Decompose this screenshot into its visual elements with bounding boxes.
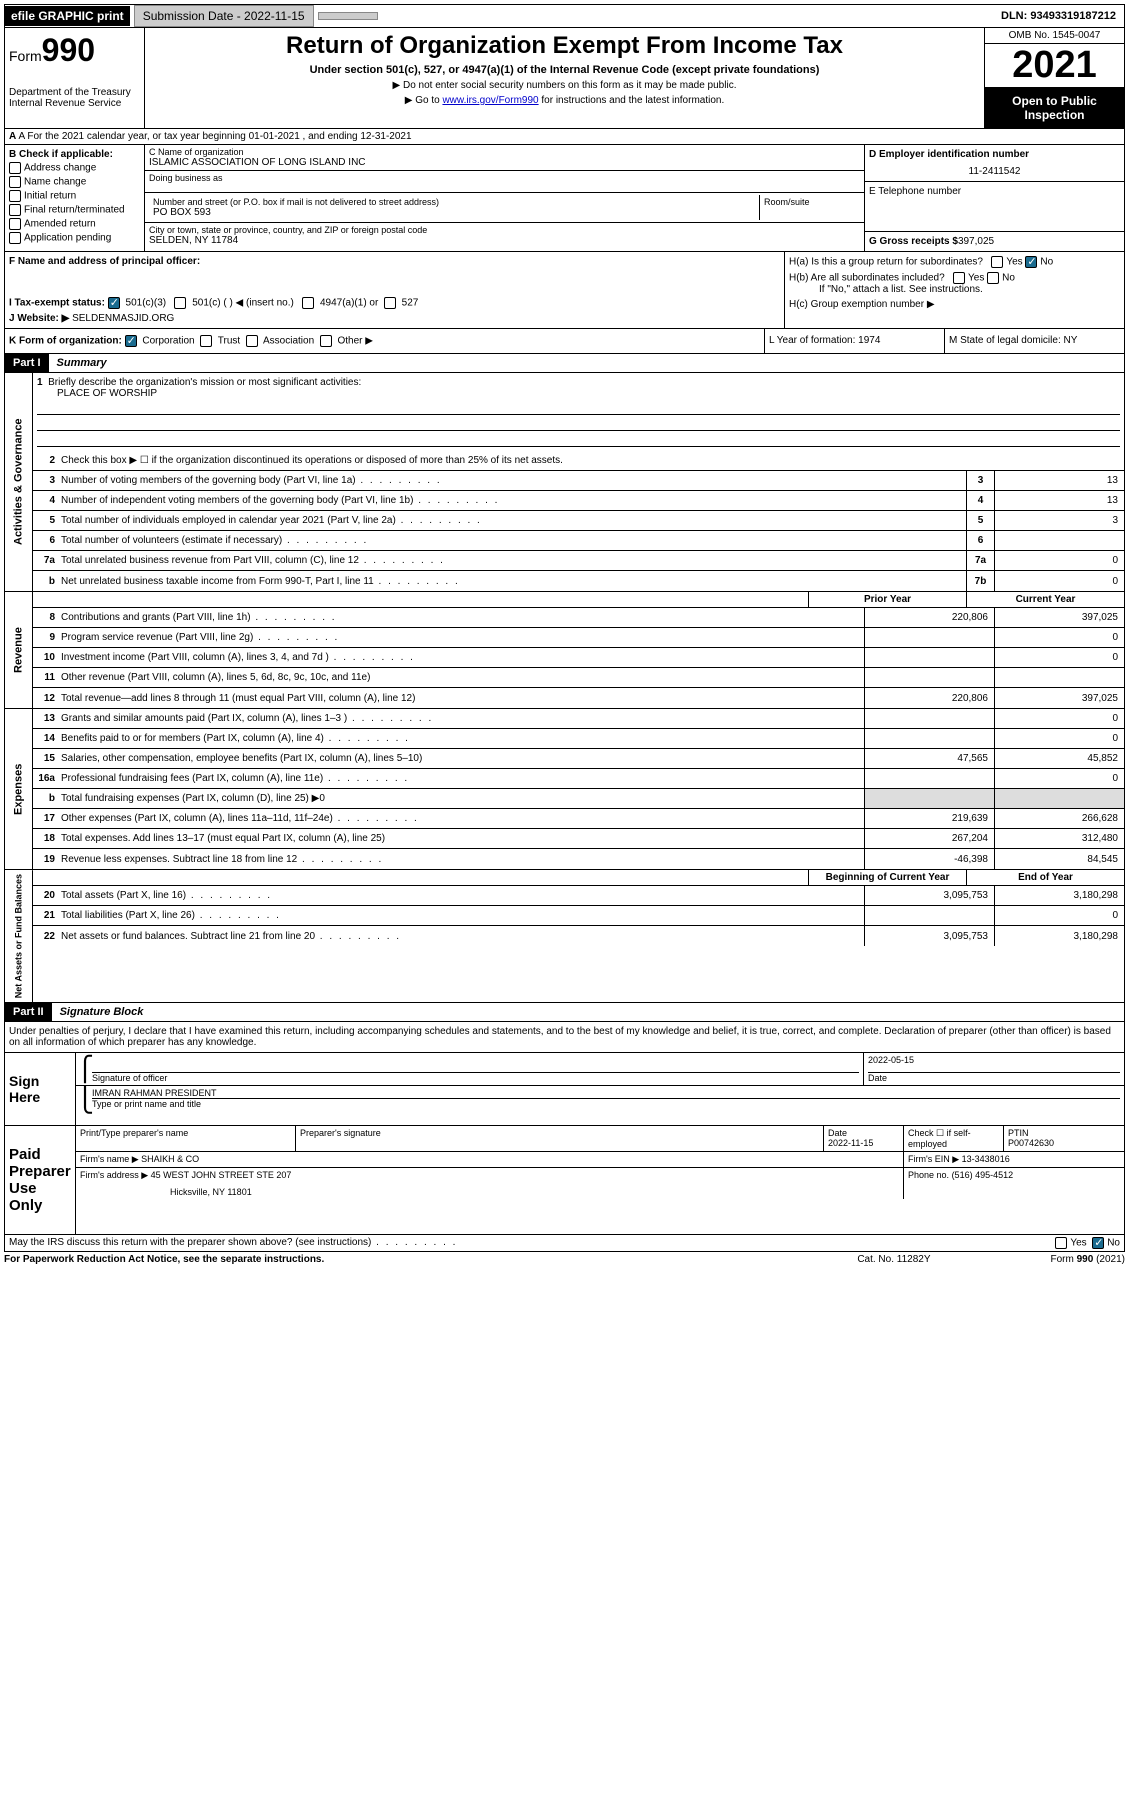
l3-value: 13	[994, 471, 1124, 490]
summary-governance: Activities & Governance 1 Briefly descri…	[4, 373, 1125, 592]
ein-value: 11-2411542	[869, 166, 1120, 177]
final-return-check[interactable]: Final return/terminated	[9, 204, 140, 216]
hb-yes[interactable]	[953, 272, 965, 284]
dept-label: Department of the Treasury Internal Reve…	[9, 87, 140, 109]
irs-discuss-row: May the IRS discuss this return with the…	[4, 1235, 1125, 1252]
summary-netassets: Net Assets or Fund Balances Beginning of…	[4, 870, 1125, 1003]
row-k: K Form of organization: Corporation Trus…	[4, 329, 1125, 354]
l7b-value: 0	[994, 571, 1124, 591]
summary-revenue: Revenue Prior YearCurrent Year 8Contribu…	[4, 592, 1125, 709]
gross-receipts: 397,025	[958, 236, 994, 247]
inspection-label: Open to Public Inspection	[985, 88, 1124, 128]
l5-value: 3	[994, 511, 1124, 530]
row-fgh: F Name and address of principal officer:…	[4, 252, 1125, 329]
part2-header: Part IISignature Block	[4, 1003, 1125, 1022]
ha-no[interactable]	[1025, 256, 1037, 268]
col-c-org-info: C Name of organization ISLAMIC ASSOCIATI…	[145, 145, 864, 251]
paid-preparer-section: Paid Preparer Use Only Print/Type prepar…	[4, 1126, 1125, 1235]
pending-check[interactable]: Application pending	[9, 232, 140, 244]
tax-year: 2021	[985, 44, 1124, 88]
irs-link[interactable]: www.irs.gov/Form990	[442, 95, 538, 106]
firm-addr1: 45 WEST JOHN STREET STE 207	[151, 1170, 292, 1180]
501c-check[interactable]	[174, 297, 186, 309]
city-state-zip: SELDEN, NY 11784	[149, 235, 860, 246]
footer: For Paperwork Reduction Act Notice, see …	[4, 1252, 1125, 1267]
hb-no[interactable]	[987, 272, 999, 284]
other-check[interactable]	[320, 335, 332, 347]
corp-check[interactable]	[125, 335, 137, 347]
summary-expenses: Expenses 13Grants and similar amounts pa…	[4, 709, 1125, 870]
website-value: SELDENMASJID.ORG	[72, 313, 174, 324]
org-name: ISLAMIC ASSOCIATION OF LONG ISLAND INC	[149, 157, 860, 168]
firm-phone: (516) 495-4512	[952, 1170, 1014, 1180]
l6-value	[994, 531, 1124, 550]
mission-text: PLACE OF WORSHIP	[57, 388, 1120, 399]
form-title: Return of Organization Exempt From Incom…	[149, 32, 980, 60]
501c3-check[interactable]	[108, 297, 120, 309]
form-header: Form990 Department of the Treasury Inter…	[4, 28, 1125, 129]
sign-date: 2022-05-15	[868, 1055, 1120, 1073]
4947-check[interactable]	[302, 297, 314, 309]
firm-name: SHAIKH & CO	[141, 1154, 199, 1164]
col-d-ein: D Employer identification number 11-2411…	[864, 145, 1124, 251]
form-subtitle: Under section 501(c), 527, or 4947(a)(1)…	[149, 64, 980, 76]
sign-here-section: Sign Here ⎧ Signature of officer 2022-05…	[4, 1053, 1125, 1126]
section-bcd: B Check if applicable: Address change Na…	[4, 145, 1125, 252]
firm-ein: 13-3438016	[962, 1154, 1010, 1164]
penalty-statement: Under penalties of perjury, I declare th…	[4, 1022, 1125, 1053]
state-domicile: M State of legal domicile: NY	[944, 329, 1124, 353]
street-address: PO BOX 593	[153, 207, 755, 218]
submission-date-button[interactable]: Submission Date - 2022-11-15	[134, 5, 314, 27]
blank-button[interactable]	[318, 12, 378, 20]
firm-addr2: Hicksville, NY 11801	[170, 1187, 899, 1197]
discuss-no[interactable]	[1092, 1237, 1104, 1249]
assoc-check[interactable]	[246, 335, 258, 347]
year-formation: L Year of formation: 1974	[764, 329, 944, 353]
efile-print-button[interactable]: efile GRAPHIC print	[5, 6, 130, 26]
tax-year-row: A A For the 2021 calendar year, or tax y…	[4, 129, 1125, 145]
website-note: ▶ Go to www.irs.gov/Form990 for instruct…	[149, 95, 980, 106]
omb-number: OMB No. 1545-0047	[985, 28, 1124, 44]
527-check[interactable]	[384, 297, 396, 309]
l4-value: 13	[994, 491, 1124, 510]
trust-check[interactable]	[200, 335, 212, 347]
l7a-value: 0	[994, 551, 1124, 570]
dln-label: DLN: 93493319187212	[993, 7, 1124, 25]
top-bar: efile GRAPHIC print Submission Date - 20…	[4, 4, 1125, 28]
name-change-check[interactable]: Name change	[9, 176, 140, 188]
part1-header: Part ISummary	[4, 354, 1125, 373]
initial-return-check[interactable]: Initial return	[9, 190, 140, 202]
form-number: Form990	[9, 32, 140, 69]
ptin-value: P00742630	[1008, 1138, 1120, 1148]
addr-change-check[interactable]: Address change	[9, 162, 140, 174]
col-b-checkboxes: B Check if applicable: Address change Na…	[5, 145, 145, 251]
officer-name: IMRAN RAHMAN PRESIDENT	[92, 1088, 1120, 1099]
discuss-yes[interactable]	[1055, 1237, 1067, 1249]
ssn-note: ▶ Do not enter social security numbers o…	[149, 80, 980, 91]
amended-check[interactable]: Amended return	[9, 218, 140, 230]
ha-yes[interactable]	[991, 256, 1003, 268]
prep-date: 2022-11-15	[828, 1138, 899, 1148]
